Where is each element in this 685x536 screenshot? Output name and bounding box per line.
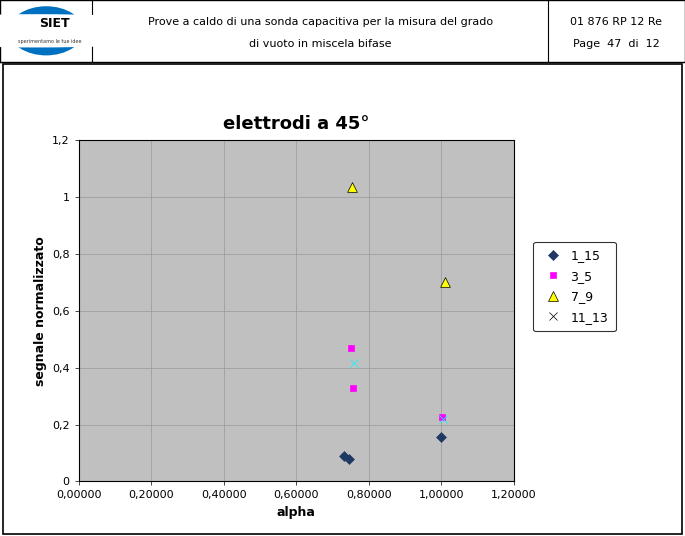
Point [437, 413, 448, 422]
Point [338, 451, 349, 460]
Point [438, 414, 449, 423]
Point [343, 455, 354, 464]
Text: SIET: SIET [39, 17, 70, 30]
Circle shape [0, 14, 222, 48]
Text: di vuoto in miscela bifase: di vuoto in miscela bifase [249, 39, 392, 49]
Text: 01 876 RP 12 Re: 01 876 RP 12 Re [571, 17, 662, 27]
Y-axis label: segnale normalizzato: segnale normalizzato [34, 236, 47, 385]
Ellipse shape [8, 5, 84, 56]
Text: Prove a caldo di una sonda capacitiva per la misura del grado: Prove a caldo di una sonda capacitiva pe… [148, 17, 493, 27]
Point [436, 433, 447, 442]
Text: Page  47  di  12: Page 47 di 12 [573, 39, 660, 49]
Point [345, 344, 356, 352]
Title: elettrodi a 45°: elettrodi a 45° [223, 115, 369, 133]
Point [348, 359, 359, 368]
Point [439, 278, 450, 287]
Point [347, 183, 358, 191]
Point [347, 383, 358, 392]
Legend: 1_15, 3_5, 7_9, 11_13: 1_15, 3_5, 7_9, 11_13 [533, 242, 616, 331]
X-axis label: alpha: alpha [277, 506, 316, 519]
Text: sperimentamo le tue idee: sperimentamo le tue idee [18, 40, 82, 44]
